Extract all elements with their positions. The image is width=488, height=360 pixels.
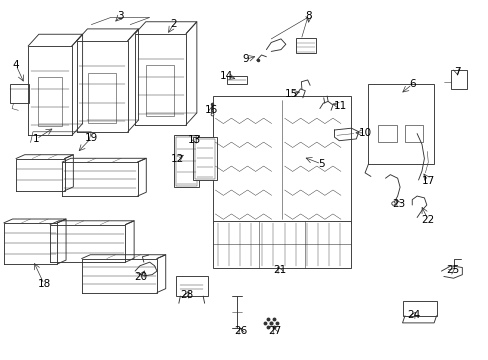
Text: 24: 24 bbox=[406, 310, 420, 320]
Text: 1: 1 bbox=[33, 134, 40, 144]
Text: 6: 6 bbox=[408, 79, 415, 89]
Bar bbox=[88, 73, 116, 123]
Text: 26: 26 bbox=[233, 326, 247, 336]
Text: 19: 19 bbox=[84, 133, 98, 143]
Bar bbox=[176, 137, 197, 186]
Bar bbox=[146, 66, 174, 116]
Text: 15: 15 bbox=[285, 89, 298, 99]
Text: 23: 23 bbox=[392, 199, 405, 209]
Text: 14: 14 bbox=[219, 71, 232, 81]
Text: 12: 12 bbox=[170, 154, 183, 164]
Bar bbox=[295, 38, 315, 53]
Text: 16: 16 bbox=[204, 105, 218, 115]
Bar bbox=[10, 84, 29, 103]
Bar bbox=[290, 97, 308, 103]
Text: 9: 9 bbox=[242, 54, 249, 64]
Text: 17: 17 bbox=[421, 176, 434, 186]
Bar bbox=[38, 77, 61, 126]
Text: 27: 27 bbox=[267, 326, 281, 336]
Bar bbox=[368, 84, 433, 164]
Text: 10: 10 bbox=[358, 128, 371, 138]
Text: 3: 3 bbox=[117, 12, 123, 21]
Text: 25: 25 bbox=[445, 265, 458, 275]
Text: 22: 22 bbox=[421, 215, 434, 225]
Bar bbox=[227, 76, 246, 84]
Bar bbox=[212, 221, 351, 267]
Text: 28: 28 bbox=[180, 290, 193, 300]
Bar bbox=[195, 139, 214, 179]
Bar bbox=[404, 125, 423, 143]
Text: 2: 2 bbox=[170, 18, 177, 28]
Bar bbox=[450, 70, 466, 89]
Bar bbox=[174, 135, 199, 187]
Bar bbox=[212, 96, 351, 223]
Text: 8: 8 bbox=[305, 12, 311, 21]
Text: 7: 7 bbox=[453, 67, 459, 77]
Text: 18: 18 bbox=[38, 279, 51, 289]
Bar bbox=[402, 301, 436, 316]
Text: 11: 11 bbox=[333, 101, 346, 111]
Text: 20: 20 bbox=[134, 272, 147, 282]
Text: 4: 4 bbox=[13, 60, 19, 70]
Bar bbox=[176, 276, 207, 296]
Text: 21: 21 bbox=[272, 265, 285, 275]
Bar bbox=[377, 125, 396, 143]
Bar bbox=[193, 137, 216, 180]
Text: 13: 13 bbox=[188, 135, 201, 145]
Text: 5: 5 bbox=[317, 159, 324, 169]
